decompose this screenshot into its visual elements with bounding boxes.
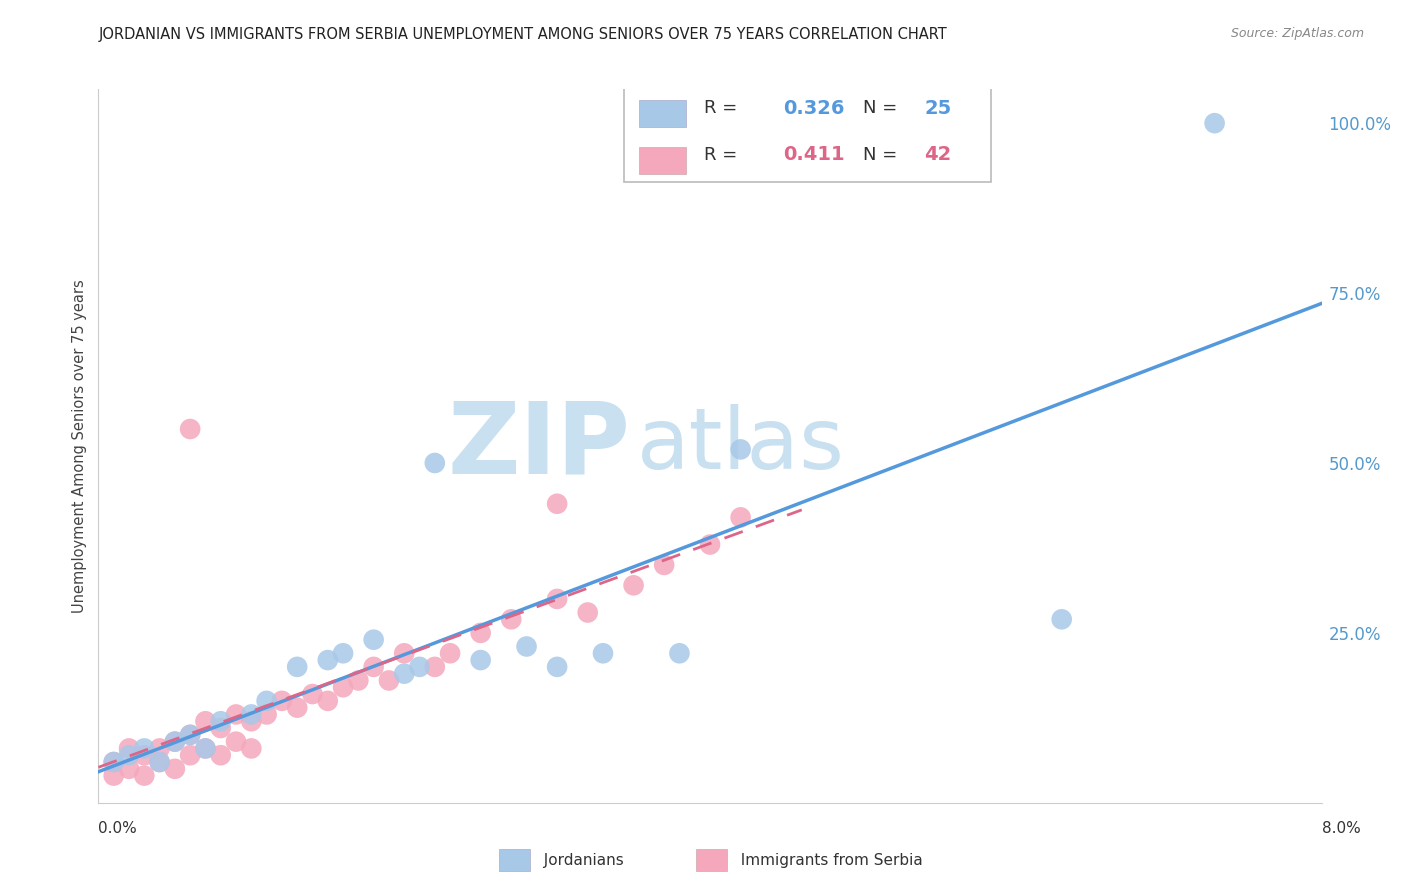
Point (378, 673, 401, 688)
Point (194, 741, 217, 756)
Point (163, 734, 186, 748)
Text: Immigrants from Serbia: Immigrants from Serbia (731, 854, 922, 868)
Point (225, 707, 247, 722)
Point (134, 769, 156, 783)
Text: JORDANIAN VS IMMIGRANTS FROM SERBIA UNEMPLOYMENT AMONG SENIORS OVER 75 YEARS COR: JORDANIAN VS IMMIGRANTS FROM SERBIA UNEM… (98, 27, 948, 42)
Point (1050, 612, 1073, 626)
FancyBboxPatch shape (624, 82, 991, 182)
Point (256, 707, 278, 722)
Point (501, 612, 523, 626)
Point (285, 700, 308, 714)
Text: 0.411: 0.411 (783, 145, 845, 164)
Point (439, 646, 461, 660)
Point (256, 694, 278, 708)
Point (149, 755, 172, 769)
Point (699, 537, 721, 551)
Point (118, 762, 141, 776)
Text: 0.0%: 0.0% (98, 821, 138, 836)
Point (194, 741, 217, 756)
Point (209, 748, 232, 763)
Text: 0.326: 0.326 (783, 98, 845, 118)
Point (652, 558, 675, 572)
Point (103, 755, 125, 769)
Point (423, 660, 446, 674)
Point (118, 748, 141, 763)
Point (730, 442, 752, 457)
Text: atlas: atlas (637, 404, 845, 488)
Point (225, 734, 247, 748)
Point (134, 741, 156, 756)
Point (316, 694, 339, 708)
Point (134, 748, 156, 763)
Text: N =: N = (863, 146, 903, 164)
Point (301, 687, 323, 701)
Point (423, 456, 446, 470)
Point (408, 660, 430, 674)
Point (470, 626, 492, 640)
Point (149, 741, 172, 756)
Bar (640, 147, 686, 174)
Point (179, 748, 201, 763)
Point (149, 755, 172, 769)
Point (546, 497, 568, 511)
Point (194, 714, 217, 729)
Point (576, 606, 599, 620)
Point (270, 694, 294, 708)
Point (392, 666, 416, 681)
Point (363, 660, 385, 674)
Point (179, 422, 201, 436)
Text: 42: 42 (924, 145, 952, 164)
Point (332, 680, 354, 694)
Point (179, 728, 201, 742)
Point (179, 728, 201, 742)
Point (240, 707, 263, 722)
Text: R =: R = (704, 146, 742, 164)
Point (240, 741, 263, 756)
Text: 8.0%: 8.0% (1322, 821, 1361, 836)
Point (730, 510, 752, 524)
Point (240, 714, 263, 729)
Point (316, 653, 339, 667)
Point (668, 646, 690, 660)
Text: Jordanians: Jordanians (534, 854, 624, 868)
Point (592, 646, 614, 660)
Point (118, 741, 141, 756)
Point (209, 721, 232, 735)
Point (163, 734, 186, 748)
Point (103, 769, 125, 783)
Text: Source: ZipAtlas.com: Source: ZipAtlas.com (1230, 27, 1364, 40)
Point (546, 660, 568, 674)
Point (347, 673, 370, 688)
Point (332, 646, 354, 660)
Point (363, 632, 385, 647)
Point (546, 591, 568, 606)
Point (163, 762, 186, 776)
Bar (640, 100, 686, 127)
Text: ZIP: ZIP (447, 398, 630, 494)
Text: N =: N = (863, 99, 903, 117)
Text: R =: R = (704, 99, 742, 117)
Point (209, 714, 232, 729)
Point (285, 660, 308, 674)
Point (103, 755, 125, 769)
Text: 25: 25 (924, 98, 952, 118)
Point (516, 640, 538, 654)
Point (392, 646, 416, 660)
Point (623, 578, 645, 592)
Point (470, 653, 492, 667)
Y-axis label: Unemployment Among Seniors over 75 years: Unemployment Among Seniors over 75 years (72, 279, 87, 613)
Point (1204, 116, 1226, 130)
